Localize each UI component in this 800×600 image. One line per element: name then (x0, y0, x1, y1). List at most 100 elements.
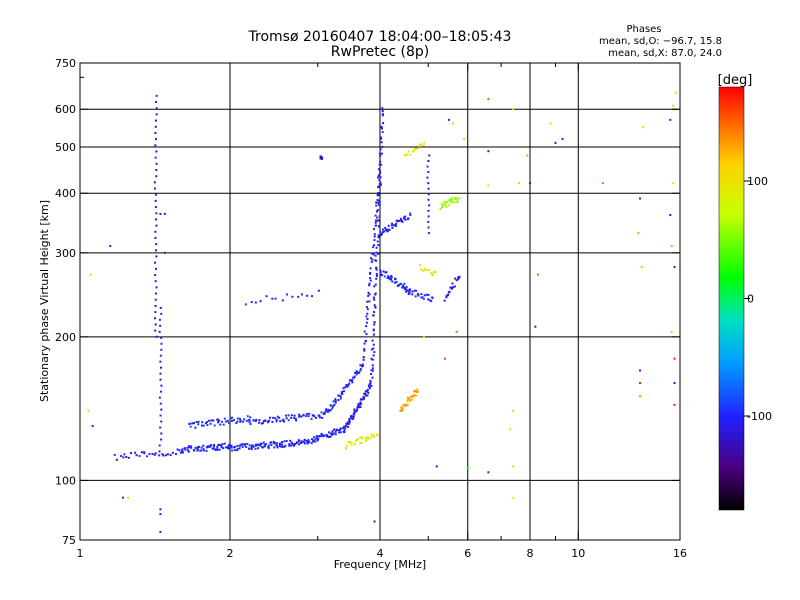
data-point (351, 379, 354, 382)
data-point (278, 416, 281, 419)
data-point (159, 414, 162, 417)
data-point (302, 414, 305, 417)
data-point (201, 421, 204, 424)
data-point (423, 267, 426, 270)
data-point (364, 390, 367, 393)
data-point (377, 234, 380, 237)
data-point (248, 444, 251, 447)
colorbar-tick-label: -100 (747, 410, 772, 423)
data-point (295, 419, 298, 422)
y-axis-label: Stationary phase Virtual Height [km] (38, 200, 51, 402)
legend-line-x: mean, sd,X: 87.0, 24.0 (608, 48, 722, 59)
data-point (254, 443, 257, 446)
data-point (414, 390, 417, 393)
data-point (342, 390, 345, 393)
data-point (169, 454, 172, 457)
data-point (362, 358, 365, 361)
data-point (411, 290, 414, 293)
data-point (413, 149, 416, 152)
x-tick-label: 1 (77, 547, 84, 560)
data-point (287, 414, 290, 417)
x-tick-label: 6 (464, 547, 471, 560)
data-point (160, 432, 163, 435)
data-point (317, 438, 320, 441)
data-point (377, 203, 380, 206)
data-point (365, 333, 368, 336)
data-point (310, 438, 313, 441)
data-point (431, 274, 434, 277)
data-point (181, 451, 184, 454)
data-point (364, 393, 367, 396)
data-point (200, 446, 203, 449)
data-point (336, 428, 339, 431)
data-point (359, 369, 362, 372)
data-point (271, 297, 274, 300)
data-point (383, 230, 386, 233)
data-point (642, 126, 645, 129)
data-point (283, 440, 286, 443)
data-point (280, 445, 283, 448)
data-point (402, 285, 405, 288)
data-point (386, 228, 389, 231)
data-point (379, 176, 382, 179)
data-point (366, 300, 369, 303)
data-point (307, 439, 310, 442)
data-point (370, 373, 373, 376)
data-point (159, 360, 162, 363)
data-point (639, 369, 642, 372)
data-point (218, 443, 221, 446)
data-point (379, 183, 382, 186)
data-point (158, 396, 161, 399)
data-point (512, 496, 515, 499)
data-point (164, 454, 167, 457)
data-point (448, 199, 451, 202)
data-point (333, 403, 336, 406)
data-point (362, 396, 365, 399)
data-point (289, 439, 292, 442)
data-point (416, 390, 419, 393)
data-point (155, 267, 158, 270)
data-point (381, 110, 384, 113)
data-point (637, 232, 640, 235)
chart-subtitle: RwPretec (8p) (331, 44, 429, 60)
data-point (216, 418, 219, 421)
data-point (415, 394, 418, 397)
data-point (155, 101, 158, 104)
data-point (223, 417, 226, 420)
data-point (291, 443, 294, 446)
data-point (354, 371, 357, 374)
data-point (512, 409, 515, 412)
data-point (321, 416, 324, 419)
data-point (291, 295, 294, 298)
data-point (159, 513, 162, 516)
data-point (209, 422, 212, 425)
data-point (206, 420, 209, 423)
data-point (409, 213, 412, 216)
data-point (445, 296, 448, 299)
data-point (428, 154, 431, 157)
data-point (487, 471, 490, 474)
data-point (222, 423, 225, 426)
data-point (138, 455, 141, 458)
data-point (451, 122, 454, 125)
data-point (451, 200, 454, 203)
data-point (239, 419, 242, 422)
data-point (160, 438, 163, 441)
data-point (374, 283, 377, 286)
data-point (352, 376, 355, 379)
data-point (394, 224, 397, 227)
data-point (244, 443, 247, 446)
data-point (369, 279, 372, 282)
data-point (350, 441, 353, 444)
data-point (639, 382, 642, 385)
data-point (262, 441, 265, 444)
data-point (294, 443, 297, 446)
data-point (273, 446, 276, 449)
data-point (325, 434, 328, 437)
data-point (359, 364, 362, 367)
data-point (328, 435, 331, 438)
data-point (415, 388, 418, 391)
data-point (349, 416, 352, 419)
x-tick-label: 10 (571, 547, 585, 560)
data-point (435, 465, 438, 468)
